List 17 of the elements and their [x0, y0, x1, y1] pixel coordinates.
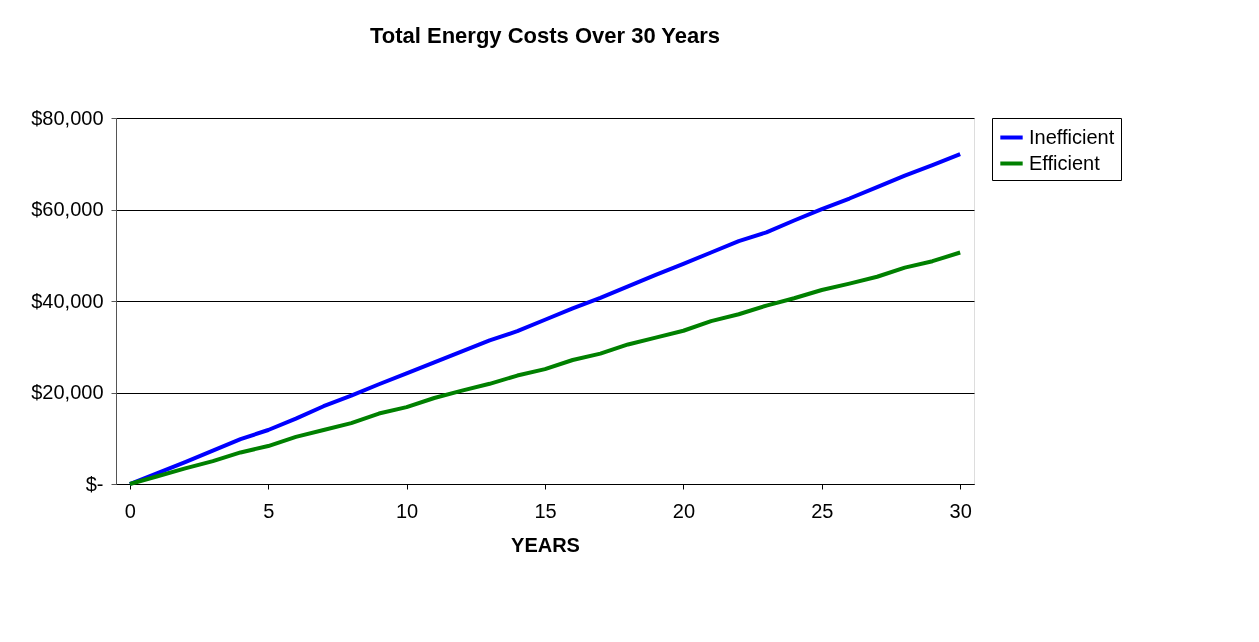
legend-label: Inefficient: [1029, 125, 1115, 148]
x-tick-label: 30: [949, 499, 972, 522]
line-series: [127, 250, 963, 486]
legend-label: Efficient: [1029, 151, 1101, 174]
y-tick-label: $80,000: [31, 106, 104, 129]
x-tick-label: 20: [672, 499, 696, 522]
y-tick-label: $60,000: [31, 198, 104, 220]
chart-title: Total Energy Costs Over 30 Years: [369, 23, 721, 48]
x-tick-label: 5: [263, 499, 275, 522]
x-tick-label: 25: [811, 499, 834, 522]
x-axis-title: YEARS: [511, 533, 580, 556]
x-tick-label: 15: [534, 499, 557, 522]
x-tick-label: 10: [395, 499, 419, 522]
y-tick-label: $-: [85, 472, 104, 495]
y-tick-label: $20,000: [31, 381, 104, 403]
y-tick-label: $40,000: [31, 289, 104, 312]
x-tick-label: 0: [124, 499, 136, 522]
